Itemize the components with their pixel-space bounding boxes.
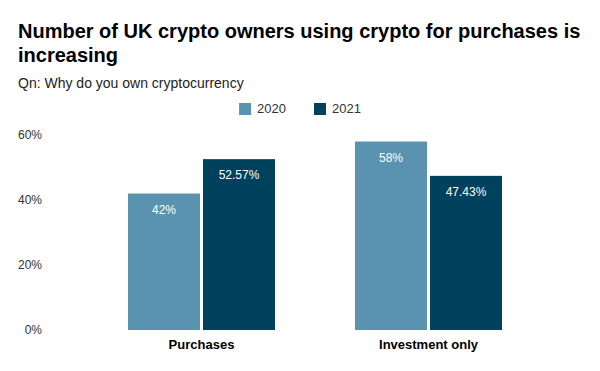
bar [128,194,200,331]
x-tick-label: Investment only [379,337,479,352]
legend-label: 2020 [257,101,286,116]
bars [128,142,502,331]
tick-mark [44,330,46,331]
y-tick-label: 20% [18,258,42,272]
tick-mark [44,200,46,201]
bar [203,159,275,330]
title: Number of UK crypto owners using crypto … [18,20,580,66]
data-label: 42% [152,203,176,217]
bar [430,176,502,330]
chart: Number of UK crypto owners using crypto … [0,0,600,371]
data-labels: 42% 52.57% 58% 47.43% [152,151,487,217]
y-tick-label: 0% [25,323,43,337]
y-tick-label: 40% [18,193,42,207]
data-label: 52.57% [219,168,260,182]
tick-mark [44,265,46,266]
bar [355,142,427,331]
y-tick-label: 60% [18,128,42,142]
legend-swatch [239,103,251,115]
title-line: increasing [18,44,118,66]
x-tick-label: Purchases [169,337,235,352]
legend-swatch [314,103,326,115]
legend-label: 2021 [332,101,361,116]
data-label: 47.43% [446,185,487,199]
legend: 2020 2021 [239,101,361,116]
title-line: Number of UK crypto owners using crypto … [18,20,580,42]
data-label: 58% [379,151,403,165]
subtitle: Qn: Why do you own cryptocurrency [18,75,244,91]
tick-mark [44,135,46,136]
